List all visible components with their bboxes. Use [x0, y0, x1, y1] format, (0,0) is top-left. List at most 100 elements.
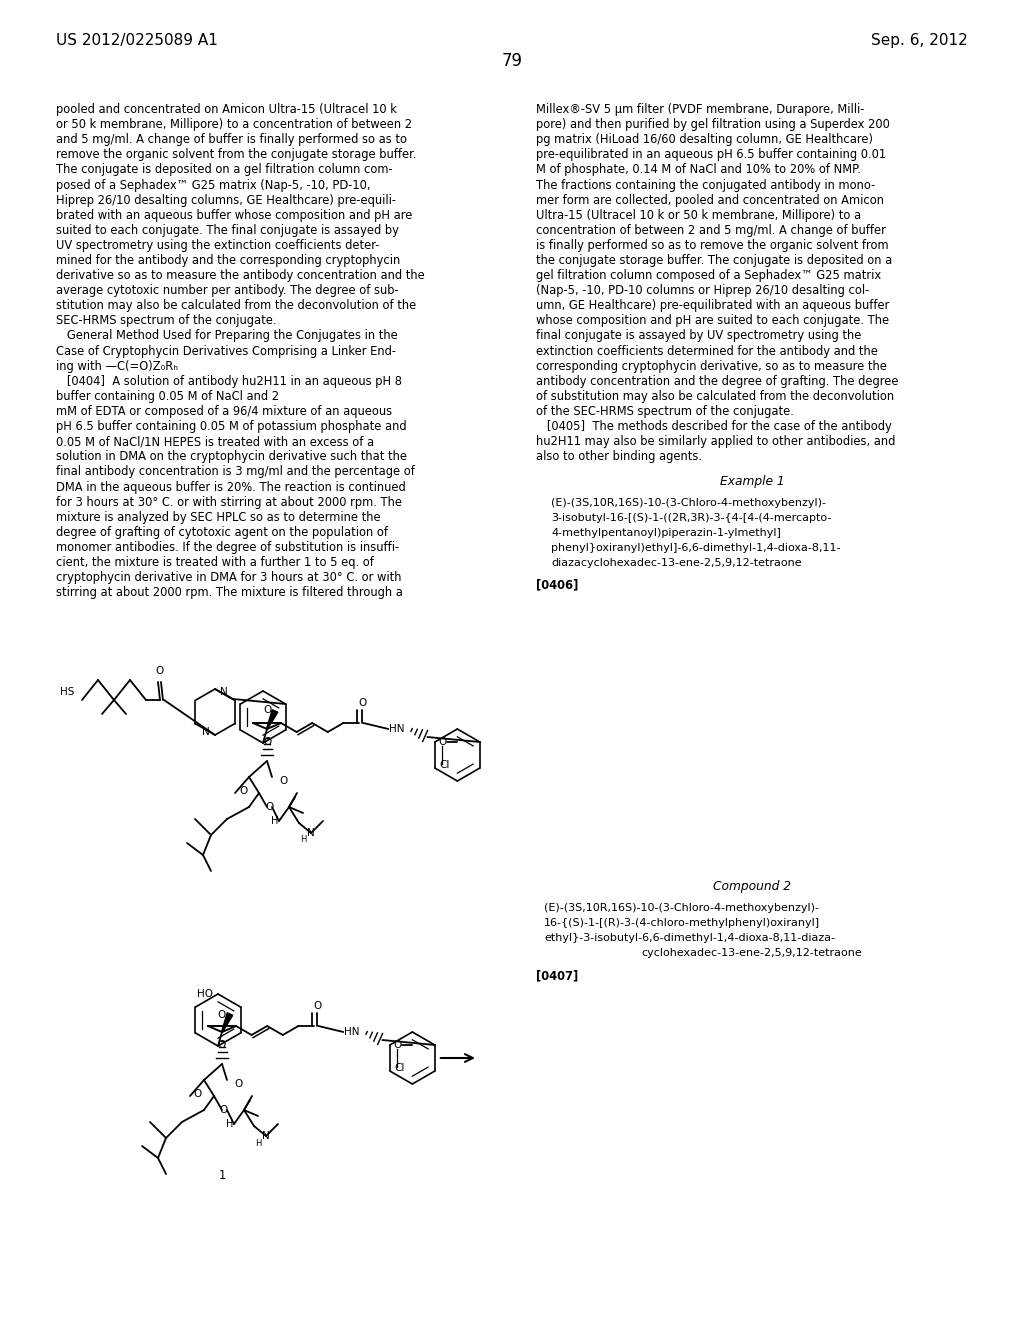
- Text: (E)-(3S,10R,16S)-10-(3-Chloro-4-methoxybenzyl)-: (E)-(3S,10R,16S)-10-(3-Chloro-4-methoxyb…: [551, 498, 826, 508]
- Text: O: O: [394, 1040, 402, 1049]
- Text: N: N: [262, 1131, 270, 1140]
- Text: phenyl}oxiranyl)ethyl]-6,6-dimethyl-1,4-dioxa-8,11-: phenyl}oxiranyl)ethyl]-6,6-dimethyl-1,4-…: [551, 544, 841, 553]
- Text: extinction coefficients determined for the antibody and the: extinction coefficients determined for t…: [536, 345, 878, 358]
- Text: of the SEC-HRMS spectrum of the conjugate.: of the SEC-HRMS spectrum of the conjugat…: [536, 405, 794, 418]
- Text: H: H: [226, 1119, 233, 1129]
- Text: H: H: [255, 1139, 261, 1148]
- Text: O: O: [279, 776, 288, 785]
- Text: umn, GE Healthcare) pre-equilibrated with an aqueous buffer: umn, GE Healthcare) pre-equilibrated wit…: [536, 300, 890, 313]
- Text: 4-methylpentanoyl)piperazin-1-ylmethyl]: 4-methylpentanoyl)piperazin-1-ylmethyl]: [551, 528, 781, 539]
- Text: and 5 mg/ml. A change of buffer is finally performed so as to: and 5 mg/ml. A change of buffer is final…: [56, 133, 407, 147]
- Text: mined for the antibody and the corresponding cryptophycin: mined for the antibody and the correspon…: [56, 253, 400, 267]
- Text: cyclohexadec-13-ene-2,5,9,12-tetraone: cyclohexadec-13-ene-2,5,9,12-tetraone: [642, 948, 862, 958]
- Text: [0406]: [0406]: [536, 578, 579, 591]
- Text: pre-equilibrated in an aqueous pH 6.5 buffer containing 0.01: pre-equilibrated in an aqueous pH 6.5 bu…: [536, 148, 886, 161]
- Text: buffer containing 0.05 M of NaCl and 2: buffer containing 0.05 M of NaCl and 2: [56, 389, 280, 403]
- Text: gel filtration column composed of a Sephadex™ G25 matrix: gel filtration column composed of a Seph…: [536, 269, 881, 282]
- Text: cryptophycin derivative in DMA for 3 hours at 30° C. or with: cryptophycin derivative in DMA for 3 hou…: [56, 572, 401, 583]
- Text: mM of EDTA or composed of a 96/4 mixture of an aqueous: mM of EDTA or composed of a 96/4 mixture…: [56, 405, 392, 418]
- Text: derivative so as to measure the antibody concentration and the: derivative so as to measure the antibody…: [56, 269, 425, 282]
- Text: N: N: [220, 686, 227, 697]
- Text: stitution may also be calculated from the deconvolution of the: stitution may also be calculated from th…: [56, 300, 416, 313]
- Text: The conjugate is deposited on a gel filtration column com-: The conjugate is deposited on a gel filt…: [56, 164, 392, 177]
- Text: O: O: [263, 737, 271, 747]
- Text: O: O: [239, 785, 247, 796]
- Text: for 3 hours at 30° C. or with stirring at about 2000 rpm. The: for 3 hours at 30° C. or with stirring a…: [56, 495, 402, 508]
- Text: O: O: [156, 667, 164, 676]
- Text: ing with —C(=O)Z₀Rₕ: ing with —C(=O)Z₀Rₕ: [56, 360, 178, 372]
- Text: 3-isobutyl-16-[(S)-1-((2R,3R)-3-{4-[4-(4-mercapto-: 3-isobutyl-16-[(S)-1-((2R,3R)-3-{4-[4-(4…: [551, 513, 831, 523]
- Text: O: O: [218, 1040, 226, 1049]
- Text: monomer antibodies. If the degree of substitution is insuffi-: monomer antibodies. If the degree of sub…: [56, 541, 399, 554]
- Text: H: H: [300, 834, 306, 843]
- Text: US 2012/0225089 A1: US 2012/0225089 A1: [56, 33, 218, 48]
- Text: of substitution may also be calculated from the deconvolution: of substitution may also be calculated f…: [536, 389, 894, 403]
- Text: M of phosphate, 0.14 M of NaCl and 10% to 20% of NMP.: M of phosphate, 0.14 M of NaCl and 10% t…: [536, 164, 861, 177]
- Text: hu2H11 may also be similarly applied to other antibodies, and: hu2H11 may also be similarly applied to …: [536, 436, 895, 449]
- Text: O: O: [234, 1078, 243, 1089]
- Text: degree of grafting of cytotoxic agent on the population of: degree of grafting of cytotoxic agent on…: [56, 525, 388, 539]
- Text: final antibody concentration is 3 mg/ml and the percentage of: final antibody concentration is 3 mg/ml …: [56, 466, 415, 478]
- Text: 0.05 M of NaCl/1N HEPES is treated with an excess of a: 0.05 M of NaCl/1N HEPES is treated with …: [56, 436, 374, 449]
- Text: O: O: [218, 1010, 226, 1020]
- Text: O: O: [358, 698, 367, 708]
- Text: mer form are collected, pooled and concentrated on Amicon: mer form are collected, pooled and conce…: [536, 194, 884, 207]
- Text: O: O: [220, 1105, 228, 1115]
- Text: pg matrix (HiLoad 16/60 desalting column, GE Healthcare): pg matrix (HiLoad 16/60 desalting column…: [536, 133, 873, 147]
- Text: suited to each conjugate. The final conjugate is assayed by: suited to each conjugate. The final conj…: [56, 224, 399, 236]
- Text: or 50 k membrane, Millipore) to a concentration of between 2: or 50 k membrane, Millipore) to a concen…: [56, 117, 412, 131]
- Text: stirring at about 2000 rpm. The mixture is filtered through a: stirring at about 2000 rpm. The mixture …: [56, 586, 402, 599]
- Text: HN: HN: [389, 723, 404, 734]
- Text: ethyl}-3-isobutyl-6,6-dimethyl-1,4-dioxa-8,11-diaza-: ethyl}-3-isobutyl-6,6-dimethyl-1,4-dioxa…: [544, 933, 836, 942]
- Text: also to other binding agents.: also to other binding agents.: [536, 450, 702, 463]
- Polygon shape: [221, 1012, 232, 1032]
- Text: [0407]: [0407]: [536, 969, 579, 982]
- Text: O: O: [265, 803, 273, 812]
- Text: average cytotoxic number per antibody. The degree of sub-: average cytotoxic number per antibody. T…: [56, 284, 398, 297]
- Text: posed of a Sephadex™ G25 matrix (Nap-5, -10, PD-10,: posed of a Sephadex™ G25 matrix (Nap-5, …: [56, 178, 371, 191]
- Text: H: H: [271, 816, 279, 826]
- Text: O: O: [194, 1089, 202, 1100]
- Text: brated with an aqueous buffer whose composition and pH are: brated with an aqueous buffer whose comp…: [56, 209, 413, 222]
- Text: Compound 2: Compound 2: [713, 880, 791, 894]
- Text: whose composition and pH are suited to each conjugate. The: whose composition and pH are suited to e…: [536, 314, 889, 327]
- Text: N: N: [203, 727, 210, 737]
- Text: Case of Cryptophycin Derivatives Comprising a Linker End-: Case of Cryptophycin Derivatives Compris…: [56, 345, 396, 358]
- Text: mixture is analyzed by SEC HPLC so as to determine the: mixture is analyzed by SEC HPLC so as to…: [56, 511, 381, 524]
- Text: The fractions containing the conjugated antibody in mono-: The fractions containing the conjugated …: [536, 178, 876, 191]
- Text: pore) and then purified by gel filtration using a Superdex 200: pore) and then purified by gel filtratio…: [536, 117, 890, 131]
- Text: HO: HO: [197, 989, 213, 999]
- Text: is finally performed so as to remove the organic solvent from: is finally performed so as to remove the…: [536, 239, 889, 252]
- Text: (E)-(3S,10R,16S)-10-(3-Chloro-4-methoxybenzyl)-: (E)-(3S,10R,16S)-10-(3-Chloro-4-methoxyb…: [544, 903, 819, 912]
- Text: Cl: Cl: [440, 760, 451, 770]
- Text: N: N: [307, 828, 314, 838]
- Text: SEC-HRMS spectrum of the conjugate.: SEC-HRMS spectrum of the conjugate.: [56, 314, 276, 327]
- Text: cient, the mixture is treated with a further 1 to 5 eq. of: cient, the mixture is treated with a fur…: [56, 556, 374, 569]
- Text: Example 1: Example 1: [720, 475, 784, 488]
- Text: Sep. 6, 2012: Sep. 6, 2012: [871, 33, 968, 48]
- Polygon shape: [266, 710, 278, 729]
- Text: [0405]  The methods described for the case of the antibody: [0405] The methods described for the cas…: [536, 420, 892, 433]
- Text: solution in DMA on the cryptophycin derivative such that the: solution in DMA on the cryptophycin deri…: [56, 450, 407, 463]
- Text: 16-{(S)-1-[(R)-3-(4-chloro-methylphenyl)oxiranyl]: 16-{(S)-1-[(R)-3-(4-chloro-methylphenyl)…: [544, 917, 820, 928]
- Text: O: O: [439, 737, 447, 747]
- Text: pH 6.5 buffer containing 0.05 M of potassium phosphate and: pH 6.5 buffer containing 0.05 M of potas…: [56, 420, 407, 433]
- Text: diazacyclohexadec-13-ene-2,5,9,12-tetraone: diazacyclohexadec-13-ene-2,5,9,12-tetrao…: [551, 558, 802, 569]
- Text: corresponding cryptophycin derivative, so as to measure the: corresponding cryptophycin derivative, s…: [536, 360, 887, 372]
- Text: Ultra-15 (Ultracel 10 k or 50 k membrane, Millipore) to a: Ultra-15 (Ultracel 10 k or 50 k membrane…: [536, 209, 861, 222]
- Text: [0404]  A solution of antibody hu2H11 in an aqueous pH 8: [0404] A solution of antibody hu2H11 in …: [56, 375, 402, 388]
- Text: Hiprep 26/10 desalting columns, GE Healthcare) pre-equili-: Hiprep 26/10 desalting columns, GE Healt…: [56, 194, 396, 207]
- Text: HS: HS: [60, 686, 75, 697]
- Text: General Method Used for Preparing the Conjugates in the: General Method Used for Preparing the Co…: [56, 330, 397, 342]
- Text: 79: 79: [502, 51, 522, 70]
- Text: final conjugate is assayed by UV spectrometry using the: final conjugate is assayed by UV spectro…: [536, 330, 861, 342]
- Text: pooled and concentrated on Amicon Ultra-15 (Ultracel 10 k: pooled and concentrated on Amicon Ultra-…: [56, 103, 397, 116]
- Text: 1: 1: [218, 1170, 225, 1181]
- Text: antibody concentration and the degree of grafting. The degree: antibody concentration and the degree of…: [536, 375, 898, 388]
- Text: the conjugate storage buffer. The conjugate is deposited on a: the conjugate storage buffer. The conjug…: [536, 253, 892, 267]
- Text: Millex®-SV 5 μm filter (PVDF membrane, Durapore, Milli-: Millex®-SV 5 μm filter (PVDF membrane, D…: [536, 103, 864, 116]
- Text: O: O: [263, 705, 271, 715]
- Text: O: O: [313, 1001, 322, 1011]
- Text: (Nap-5, -10, PD-10 columns or Hiprep 26/10 desalting col-: (Nap-5, -10, PD-10 columns or Hiprep 26/…: [536, 284, 869, 297]
- Text: Cl: Cl: [395, 1063, 406, 1073]
